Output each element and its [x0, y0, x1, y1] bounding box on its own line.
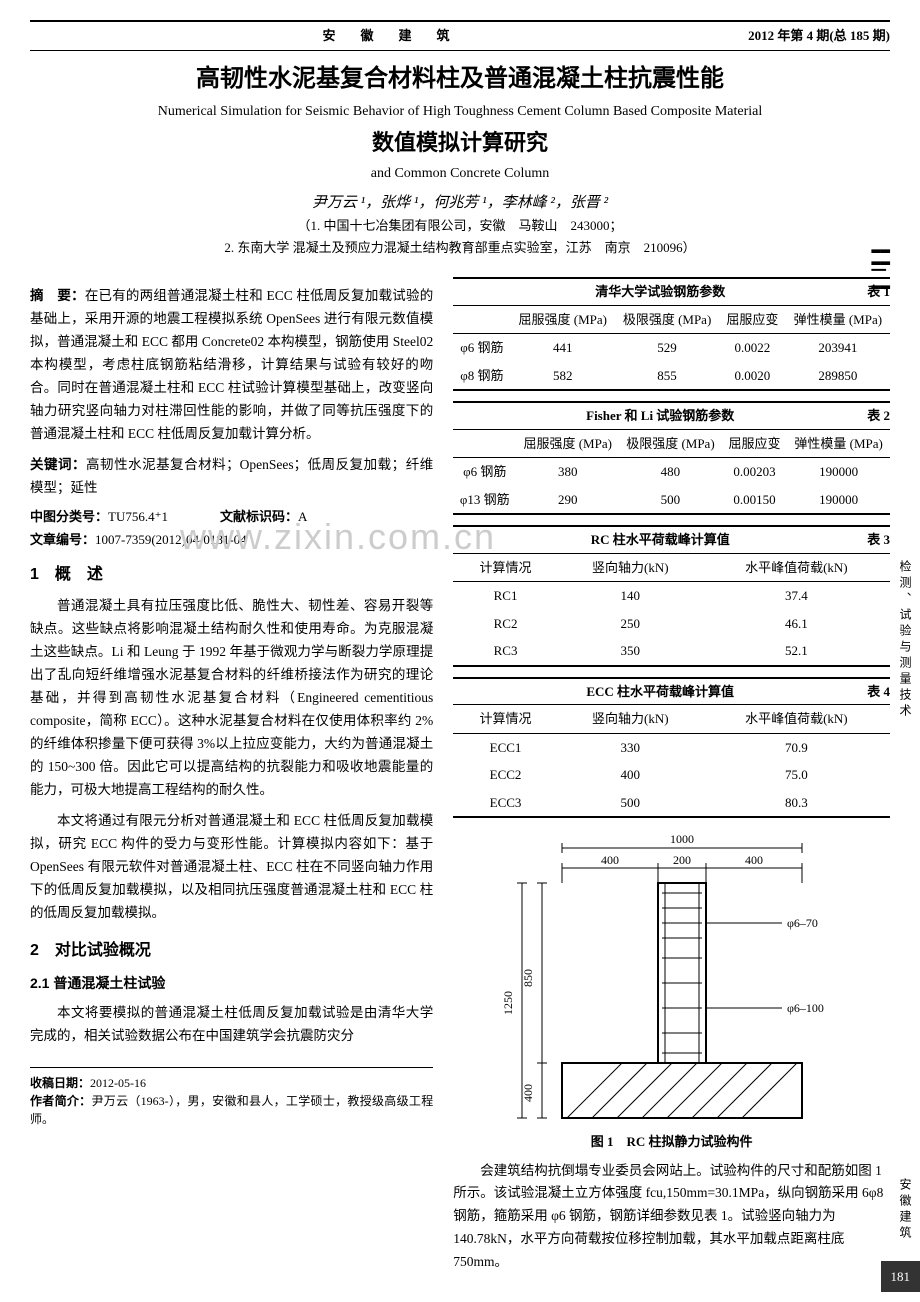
doccode-label: 文献标识码：	[220, 509, 298, 524]
section-21-title: 2.1 普通混凝土柱试验	[30, 973, 433, 994]
right-continuation-p1: 会建筑结构抗倒塌专业委员会网站上。试验构件的尺寸和配筋如图 1 所示。该试验混凝…	[453, 1160, 890, 1275]
svg-text:400: 400	[521, 1084, 535, 1102]
page-number: 181	[881, 1261, 920, 1293]
keywords-label: 关键词：	[30, 457, 86, 472]
sidebar-label-1: 检测、试验与测量技术	[896, 560, 914, 720]
svg-text:850: 850	[521, 969, 535, 987]
abstract-text: 在已有的两组普通混凝土柱和 ECC 柱低周反复加载试验的基础上，采用开源的地震工…	[30, 288, 433, 441]
footnote-date-label: 收稿日期：	[30, 1076, 90, 1090]
header-right: 2012 年第 4 期(总 185 期)	[748, 26, 890, 46]
svg-text:φ6–100: φ6–100	[787, 1001, 824, 1015]
sidebar-label-2: 安徽建筑	[896, 1178, 914, 1242]
title-cn2: 数值模拟计算研究	[30, 126, 890, 159]
svg-text:400: 400	[601, 853, 619, 867]
section-1-p2: 本文将通过有限元分析对普通混凝土和 ECC 柱低周反复加载模拟，研究 ECC 构…	[30, 810, 433, 925]
section-2-title: 2 对比试验概况	[30, 939, 433, 963]
figure-1-diagram: 1000 400 200 400	[482, 828, 862, 1128]
articleid-label: 文章编号：	[30, 532, 95, 547]
table-1: 屈服强度 (MPa) 极限强度 (MPa) 屈服应变 弹性模量 (MPa) φ6…	[453, 306, 890, 392]
affil-1: （1. 中国十七冶集团有限公司，安徽 马鞍山 243000；	[30, 216, 890, 236]
footnote-author: 尹万云（1963-），男，安徽和县人，工学硕士，教授级高级工程师。	[30, 1094, 433, 1126]
title-en2: and Common Concrete Column	[30, 163, 890, 184]
header-center: 安 徽 建 筑	[30, 26, 748, 46]
table1-title: 清华大学试验钢筋参数	[453, 282, 867, 302]
table4-title: ECC 柱水平荷载峰计算值	[453, 682, 867, 702]
svg-text:200: 200	[673, 853, 691, 867]
table2-tag: 表 2	[867, 406, 890, 426]
svg-text:1250: 1250	[501, 991, 515, 1015]
footnote-author-label: 作者简介：	[30, 1094, 91, 1108]
table-2: 屈服强度 (MPa) 极限强度 (MPa) 屈服应变 弹性模量 (MPa) φ6…	[453, 430, 890, 516]
footnote-date: 2012-05-16	[90, 1076, 146, 1090]
abstract-label: 摘 要：	[30, 288, 85, 303]
section-1-title: 1 概 述	[30, 563, 433, 587]
table-4: 计算情况 竖向轴力(kN) 水平峰值荷载(kN) ECC133070.9 ECC…	[453, 705, 890, 818]
articleid: 1007-7359(2012)04-0181-04	[95, 532, 247, 547]
table2-title: Fisher 和 Li 试验钢筋参数	[453, 406, 867, 426]
table3-tag: 表 3	[867, 530, 890, 550]
clc-label: 中图分类号：	[30, 509, 108, 524]
figure-1-caption: 图 1 RC 柱拟静力试验构件	[453, 1132, 890, 1152]
svg-text:φ6–70: φ6–70	[787, 916, 818, 930]
table3-title: RC 柱水平荷载峰计算值	[453, 530, 867, 550]
section-1-p1: 普通混凝土具有拉压强度比低、脆性大、韧性差、容易开裂等缺点。这些缺点将影响混凝土…	[30, 595, 433, 801]
doccode: A	[298, 509, 307, 524]
authors: 尹万云 ¹，张烨 ¹，何兆芳 ¹，李林峰 ²，张晋 ²	[30, 192, 890, 215]
keywords-text: 高韧性水泥基复合材料；OpenSees；低周反复加载；纤维模型；延性	[30, 457, 433, 495]
title-cn1: 高韧性水泥基复合材料柱及普通混凝土柱抗震性能	[30, 61, 890, 97]
table-3: 计算情况 竖向轴力(kN) 水平峰值荷载(kN) RC114037.4 RC22…	[453, 554, 890, 667]
barcode-icon: ▂▂▂▂━━▂▂	[872, 240, 890, 288]
clc: TU756.4⁺1	[108, 509, 168, 524]
svg-text:400: 400	[745, 853, 763, 867]
section-21-p1: 本文将要模拟的普通混凝土柱低周反复加载试验是由清华大学完成的，相关试验数据公布在…	[30, 1002, 433, 1048]
table4-tag: 表 4	[867, 682, 890, 702]
affil-2: 2. 东南大学 混凝土及预应力混凝土结构教育部重点实验室，江苏 南京 21009…	[30, 238, 890, 258]
title-en1: Numerical Simulation for Seismic Behavio…	[30, 101, 890, 122]
svg-text:1000: 1000	[670, 832, 694, 846]
